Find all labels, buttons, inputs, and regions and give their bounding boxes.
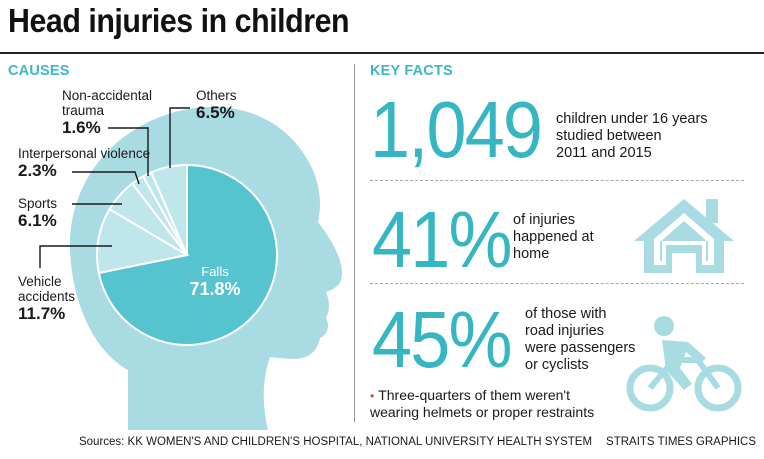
label-vehicle-accidents: Vehicle accidents 11.7% <box>18 274 75 323</box>
slice-name: accidents <box>18 289 76 304</box>
fact-line: or cyclists <box>525 357 589 373</box>
slice-value: 11.7% <box>18 304 66 323</box>
fact-line: studied between <box>556 128 662 144</box>
sources-footer: Sources: KK WOMEN'S AND CHILDREN'S HOSPI… <box>79 436 756 448</box>
fact-line: of injuries <box>513 212 576 228</box>
page-title: Head injuries in children <box>8 2 350 39</box>
slice-name: Others <box>196 88 237 103</box>
fact-number-home: 41% <box>372 195 513 284</box>
fact-separator <box>370 180 744 181</box>
slice-name: Vehicle <box>18 274 62 289</box>
slice-value: 6.1% <box>18 211 57 230</box>
title-rule <box>0 52 764 54</box>
house-icon <box>634 199 734 273</box>
column-divider <box>354 64 355 422</box>
fact-text-road: of those with road injuries were passeng… <box>525 306 635 374</box>
slice-name: trauma <box>62 103 105 118</box>
slice-value: 2.3% <box>18 161 57 180</box>
helmet-note: • Three-quarters of them weren't wearing … <box>370 387 594 420</box>
fact-number-children: 1,049 <box>370 85 543 174</box>
leader-line-non-accidental <box>108 127 149 176</box>
leader-line-interpersonal <box>72 171 140 185</box>
causes-heading: CAUSES <box>8 63 70 79</box>
slice-name: Interpersonal violence <box>18 146 151 161</box>
fact-separator <box>370 283 744 284</box>
slice-name: Non-accidental <box>62 88 153 103</box>
slice-value: 6.5% <box>196 103 235 122</box>
leader-lines <box>39 107 190 268</box>
label-non-accidental-trauma: Non-accidental trauma 1.6% <box>62 88 152 137</box>
cyclist-icon <box>626 316 742 412</box>
fact-line: road injuries <box>525 323 604 339</box>
fact-line: happened at <box>513 229 594 245</box>
note-bullet: • <box>370 389 375 403</box>
pie-slice-vehicle-accidents <box>96 207 190 275</box>
leader-line-others <box>169 107 190 168</box>
pie-slice-others <box>149 163 188 256</box>
fact-text-children: children under 16 years studied between … <box>556 111 708 162</box>
fact-line: were passengers <box>525 340 636 356</box>
slice-name: Sports <box>18 196 58 211</box>
key-facts-heading: KEY FACTS <box>370 63 453 79</box>
pie-slices <box>96 163 278 346</box>
credit-text: STRAITS TIMES GRAPHICS <box>606 436 756 448</box>
note-line: Three-quarters of them weren't <box>378 387 570 403</box>
label-falls: Falls 71.8% <box>178 264 252 300</box>
label-others: Others 6.5% <box>196 88 237 122</box>
sources-text: Sources: KK WOMEN'S AND CHILDREN'S HOSPI… <box>78 436 593 448</box>
fact-line: 2011 and 2015 <box>556 145 652 161</box>
label-interpersonal-violence: Interpersonal violence 2.3% <box>18 146 150 180</box>
fact-text-home: of injuries happened at home <box>513 212 594 263</box>
label-sports: Sports 6.1% <box>18 196 57 230</box>
note-line: wearing helmets or proper restraints <box>370 404 595 420</box>
slice-name: Falls <box>201 264 229 279</box>
leader-line-vehicle <box>39 245 112 268</box>
fact-line: home <box>513 246 550 262</box>
fact-line: of those with <box>525 306 607 322</box>
fact-number-road: 45% <box>372 295 513 384</box>
fact-line: children under 16 years <box>556 111 708 127</box>
slice-value: 71.8% <box>189 279 241 299</box>
slice-value: 1.6% <box>62 118 101 137</box>
